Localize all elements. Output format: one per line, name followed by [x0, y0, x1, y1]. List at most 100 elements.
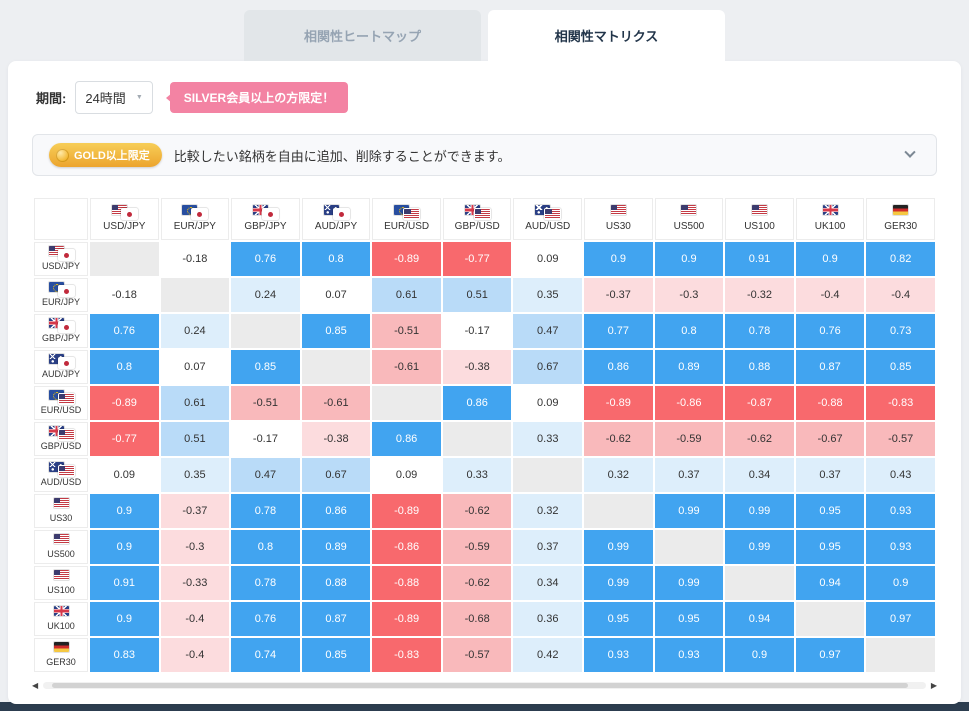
row-header-EUR/USD: EUR/USD [34, 386, 88, 420]
flag-jp-icon [192, 209, 208, 219]
matrix-cell-diagonal [795, 602, 865, 636]
matrix-cell: -0.33 [160, 566, 230, 600]
column-header-USD/JPY: USD/JPY [90, 198, 159, 240]
matrix-cell: 0.35 [160, 458, 230, 492]
correlation-matrix-table: USD/JPY EUR/JPY GBP/JPY AUD/JPY EUR/USD GBP/U… [32, 196, 937, 674]
matrix-cell: -0.18 [90, 278, 159, 312]
matrix-cell: -0.57 [866, 422, 935, 456]
matrix-cell: -0.67 [795, 422, 865, 456]
tab-correlation-matrix[interactable]: 相関性マトリクス [488, 10, 725, 61]
matrix-cell: 0.91 [90, 566, 159, 600]
flag-group [514, 205, 581, 219]
matrix-cell-diagonal [584, 494, 653, 528]
matrix-cell: 0.97 [795, 638, 865, 672]
flag-group [35, 282, 87, 296]
matrix-cell: -0.62 [725, 422, 794, 456]
flag-gb-icon [48, 426, 64, 436]
flag-au-icon [535, 205, 551, 215]
flag-group [35, 462, 87, 476]
flag-au-icon [48, 462, 64, 472]
period-dropdown[interactable]: 24時間 ▼ [75, 81, 153, 114]
flag-us-icon [53, 498, 69, 508]
row-header-US100: US100 [34, 566, 88, 600]
matrix-cell: 0.86 [442, 386, 512, 420]
flag-group [35, 426, 87, 440]
row-header-AUD/JPY: AUD/JPY [34, 350, 88, 384]
main-panel: 期間: 24時間 ▼ SILVER会員以上の方限定！ GOLD以上限定 比較した… [8, 61, 961, 704]
matrix-cell: 0.24 [231, 278, 300, 312]
row-header-USD/JPY: USD/JPY [34, 242, 88, 276]
flag-gb-icon [48, 318, 64, 328]
matrix-cell: 0.93 [866, 494, 935, 528]
matrix-cell: 0.32 [584, 458, 653, 492]
matrix-cell: 0.09 [513, 386, 583, 420]
row-header-AUD/USD: AUD/USD [34, 458, 88, 492]
matrix-cell: -0.86 [372, 530, 441, 564]
flag-group [35, 606, 87, 620]
tab-correlation-matrix-label: 相関性マトリクス [554, 29, 659, 44]
matrix-cell: -0.77 [90, 422, 159, 456]
chevron-down-caret-icon: ▼ [135, 94, 143, 101]
correlation-matrix: USD/JPY EUR/JPY GBP/JPY AUD/JPY EUR/USD GBP/U… [32, 196, 937, 692]
banner-text: 比較したい銘柄を自由に追加、削除することができます。 [173, 148, 511, 164]
matrix-cell: 0.33 [442, 458, 512, 492]
matrix-cell: 0.94 [795, 566, 865, 600]
matrix-cell: 0.61 [160, 386, 230, 420]
matrix-cell: 0.34 [725, 458, 794, 492]
gold-limit-badge: GOLD以上限定 [49, 143, 162, 167]
row-header-US30: US30 [34, 494, 88, 528]
matrix-cell: 0.85 [301, 314, 371, 348]
matrix-cell-diagonal [301, 350, 371, 384]
matrix-cell: 0.09 [90, 458, 159, 492]
flag-jp-icon [333, 209, 349, 219]
flag-group [35, 318, 87, 332]
period-dropdown-value: 24時間 [85, 91, 126, 106]
scroll-left-arrow-icon[interactable]: ◀ [32, 680, 39, 690]
matrix-cell: -0.4 [866, 278, 935, 312]
matrix-cell: -0.4 [160, 638, 230, 672]
flag-group [35, 570, 87, 584]
column-header-US100: US100 [725, 198, 794, 240]
flag-au-icon [48, 354, 64, 364]
matrix-cell: 0.9 [90, 494, 159, 528]
matrix-cell: 0.34 [513, 566, 583, 600]
matrix-cell-diagonal [866, 638, 935, 672]
matrix-cell: 0.61 [372, 278, 441, 312]
matrix-cell: -0.62 [442, 566, 512, 600]
matrix-cell: 0.76 [90, 314, 159, 348]
matrix-cell: -0.88 [372, 566, 441, 600]
column-header-US500: US500 [654, 198, 724, 240]
matrix-cell: -0.89 [372, 602, 441, 636]
matrix-cell: -0.4 [160, 602, 230, 636]
matrix-cell: -0.83 [372, 638, 441, 672]
matrix-cell: 0.86 [372, 422, 441, 456]
matrix-cell: 0.78 [725, 314, 794, 348]
flag-us-icon [58, 430, 74, 440]
flag-group [91, 205, 158, 219]
scroll-right-arrow-icon[interactable]: ▶ [930, 680, 937, 690]
matrix-cell: -0.37 [584, 278, 653, 312]
matrix-cell: -0.38 [301, 422, 371, 456]
column-header-EUR/JPY: EUR/JPY [160, 198, 230, 240]
matrix-cell: 0.76 [795, 314, 865, 348]
matrix-cell: -0.62 [584, 422, 653, 456]
tab-correlation-heatmap[interactable]: 相関性ヒートマップ [244, 10, 481, 61]
flag-group [35, 354, 87, 368]
row-header-GBP/USD: GBP/USD [34, 422, 88, 456]
matrix-cell: -0.89 [372, 242, 441, 276]
matrix-cell: -0.3 [654, 278, 724, 312]
scrollbar-thumb[interactable] [51, 683, 909, 688]
scrollbar-track[interactable] [43, 682, 926, 689]
matrix-cell: -0.38 [442, 350, 512, 384]
matrix-cell: 0.9 [654, 242, 724, 276]
matrix-cell: 0.33 [513, 422, 583, 456]
matrix-cell: -0.51 [231, 386, 300, 420]
flag-us-icon [751, 205, 767, 215]
matrix-cell: 0.37 [795, 458, 865, 492]
matrix-cell: -0.59 [442, 530, 512, 564]
flag-us-icon [474, 209, 490, 219]
matrix-cell: 0.35 [513, 278, 583, 312]
matrix-cell-diagonal [725, 566, 794, 600]
row-header-GBP/JPY: GBP/JPY [34, 314, 88, 348]
chevron-down-icon[interactable] [904, 146, 916, 158]
